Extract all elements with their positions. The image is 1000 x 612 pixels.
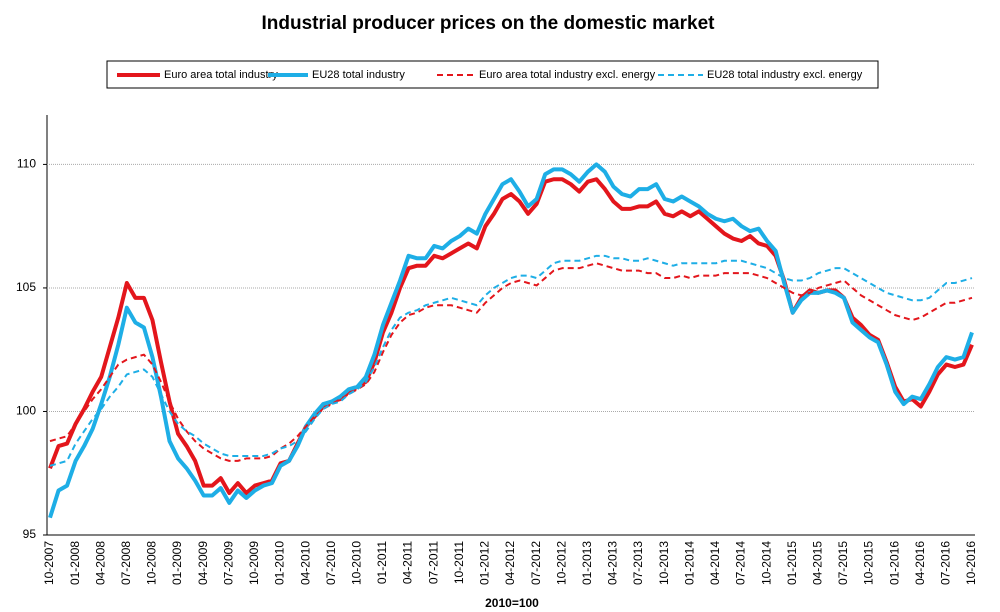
- x-tick-label: 01-2009: [170, 541, 184, 585]
- x-tick-label: 10-2008: [145, 541, 159, 585]
- x-tick-label: 07-2014: [734, 541, 748, 585]
- x-tick-label: 04-2013: [606, 541, 620, 585]
- x-tick-label: 01-2008: [68, 541, 82, 585]
- legend-label: Euro area total industry: [164, 69, 278, 81]
- x-tick-label: 01-2011: [375, 541, 389, 584]
- x-tick-label: 10-2012: [554, 541, 568, 585]
- legend-label: Euro area total industry excl. energy: [479, 69, 656, 81]
- x-tick-label: 10-2010: [350, 541, 364, 585]
- x-tick-label: 10-2009: [247, 541, 261, 585]
- chart-title: Industrial producer prices on the domest…: [262, 13, 716, 34]
- x-tick-label: 07-2015: [836, 541, 850, 585]
- y-tick-label: 100: [16, 404, 36, 418]
- x-tick-label: 04-2014: [708, 541, 722, 585]
- x-tick-label: 10-2016: [964, 541, 978, 585]
- x-tick-label: 04-2015: [811, 541, 825, 585]
- x-tick-label: 04-2008: [93, 541, 107, 585]
- x-tick-label: 07-2009: [221, 541, 235, 585]
- series-line: [48, 177, 974, 495]
- y-tick-label: 110: [17, 157, 36, 171]
- x-tick-label: 01-2013: [580, 541, 594, 585]
- x-tick-label: 10-2011: [452, 541, 466, 584]
- x-tick-label: 07-2008: [119, 541, 133, 585]
- x-tick-label: 01-2010: [273, 541, 287, 585]
- x-tick-label: 01-2015: [785, 541, 799, 585]
- x-tick-label: 07-2012: [529, 541, 543, 585]
- x-tick-label: 01-2012: [478, 541, 492, 585]
- x-axis-label: 2010=100: [485, 596, 539, 610]
- x-tick-label: 04-2010: [298, 541, 312, 585]
- legend-label: EU28 total industry: [312, 69, 405, 81]
- series-line: [48, 162, 974, 519]
- x-tick-label: 04-2011: [401, 541, 415, 584]
- series-line: [49, 262, 973, 462]
- x-tick-label: 10-2013: [657, 541, 671, 585]
- x-tick-label: 10-2014: [759, 541, 773, 585]
- x-tick-label: 07-2011: [426, 541, 440, 584]
- x-tick-label: 07-2010: [324, 541, 338, 585]
- x-tick-label: 01-2014: [682, 541, 696, 585]
- series-line: [49, 254, 973, 467]
- x-tick-label: 04-2009: [196, 541, 210, 585]
- x-tick-label: 07-2016: [939, 541, 953, 585]
- y-tick-label: 95: [23, 527, 37, 541]
- x-tick-label: 01-2016: [887, 541, 901, 585]
- x-tick-label: 10-2007: [42, 541, 56, 585]
- x-tick-label: 04-2016: [913, 541, 927, 585]
- y-tick-label: 105: [16, 280, 36, 294]
- x-tick-label: 04-2012: [503, 541, 517, 585]
- x-tick-label: 07-2013: [631, 541, 645, 585]
- legend-box: [106, 60, 879, 89]
- legend-label: EU28 total industry excl. energy: [707, 69, 863, 81]
- x-tick-label: 10-2015: [862, 541, 876, 585]
